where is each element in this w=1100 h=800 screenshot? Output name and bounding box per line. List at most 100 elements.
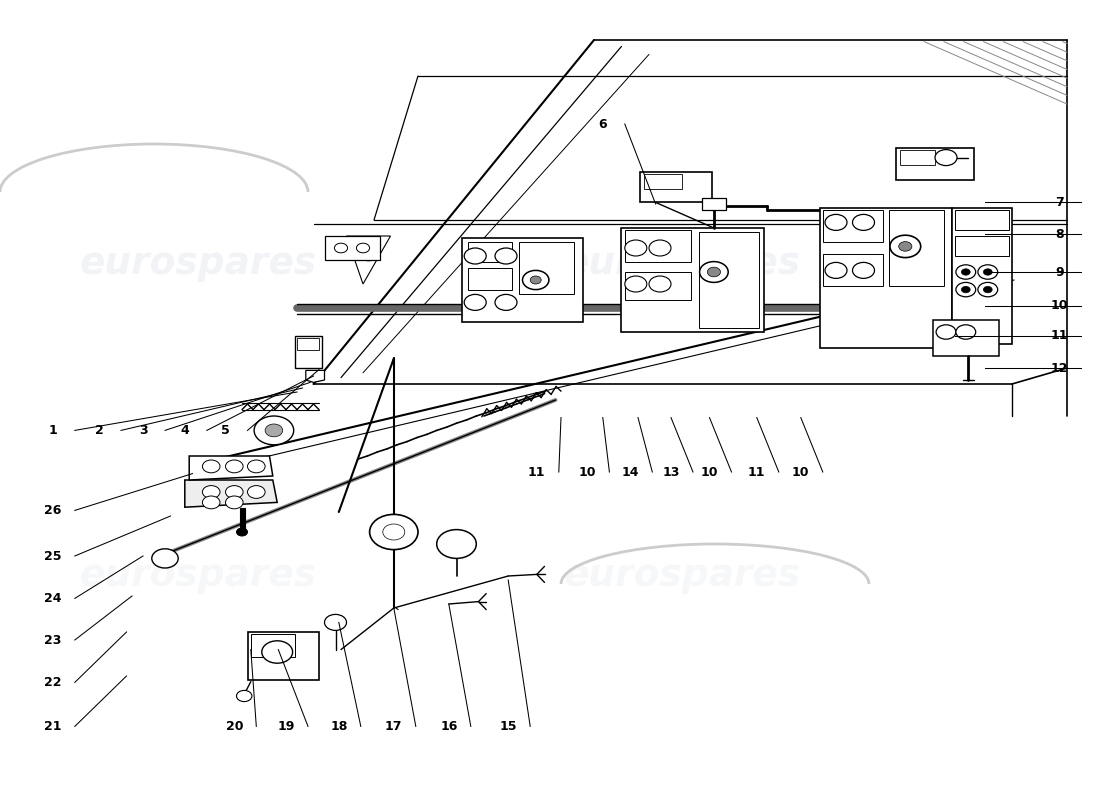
Text: 25: 25 [44,550,62,562]
Circle shape [707,267,721,277]
Text: 10: 10 [792,466,810,478]
Text: 21: 21 [44,720,62,733]
Circle shape [825,214,847,230]
Text: eurospares: eurospares [563,246,801,282]
Circle shape [370,514,418,550]
Polygon shape [346,236,390,284]
Bar [933,320,999,356]
Text: 10: 10 [701,466,718,478]
Text: 13: 13 [662,466,680,478]
Circle shape [265,424,283,437]
Circle shape [625,276,647,292]
Bar [519,242,574,294]
Text: 10: 10 [1050,299,1068,312]
Circle shape [202,486,220,498]
Bar [251,634,295,657]
Text: 6: 6 [598,118,607,130]
Circle shape [152,549,178,568]
Bar [820,208,952,348]
Circle shape [522,270,549,290]
Text: 20: 20 [226,720,243,733]
Text: 7: 7 [1055,196,1064,209]
Text: eurospares: eurospares [79,246,317,282]
Bar [702,198,726,210]
Circle shape [254,416,294,445]
Text: 18: 18 [330,720,348,733]
Circle shape [978,265,998,279]
Bar [625,272,691,300]
Circle shape [464,294,486,310]
Circle shape [360,248,377,261]
Circle shape [226,496,243,509]
Text: 11: 11 [748,466,766,478]
Bar [468,242,512,262]
Text: 11: 11 [1050,330,1068,342]
Circle shape [852,262,874,278]
Circle shape [956,265,976,279]
Circle shape [226,486,243,498]
Circle shape [956,282,976,297]
Bar [889,210,944,286]
Circle shape [936,325,956,339]
Text: 14: 14 [621,466,639,478]
Circle shape [248,460,265,473]
Circle shape [899,242,912,251]
Text: 16: 16 [440,720,458,733]
Circle shape [956,325,976,339]
Polygon shape [185,480,277,507]
Circle shape [961,269,970,275]
Circle shape [262,641,293,663]
Text: 2: 2 [95,424,103,437]
Bar [625,230,691,262]
Circle shape [464,248,486,264]
Circle shape [495,248,517,264]
Circle shape [437,530,476,558]
Circle shape [700,262,728,282]
Bar [823,254,883,286]
Circle shape [495,294,517,310]
Text: eurospares: eurospares [79,558,317,594]
Circle shape [852,214,874,230]
Text: 23: 23 [44,634,62,646]
Circle shape [625,240,647,256]
Text: 15: 15 [499,720,517,733]
Bar [900,150,935,165]
Bar [823,210,883,242]
Circle shape [248,486,265,498]
Text: 12: 12 [1050,362,1068,374]
Text: 22: 22 [44,676,62,689]
Circle shape [356,243,370,253]
Text: 24: 24 [44,592,62,605]
Bar [462,238,583,322]
Text: 5: 5 [221,424,230,437]
Bar [248,632,319,680]
Circle shape [236,690,252,702]
Circle shape [334,243,348,253]
Text: 1: 1 [48,424,57,437]
Text: 26: 26 [44,504,62,517]
Bar [324,236,380,260]
Text: eurospares: eurospares [563,558,801,594]
Circle shape [935,150,957,166]
Text: 4: 4 [180,424,189,437]
Circle shape [961,286,970,293]
Bar [295,336,322,368]
Circle shape [383,524,405,540]
Circle shape [226,460,243,473]
Bar [621,228,764,332]
Bar [240,508,245,532]
Circle shape [324,614,346,630]
Bar [698,232,759,328]
Text: 17: 17 [385,720,403,733]
Circle shape [983,286,992,293]
Circle shape [978,282,998,297]
Bar [644,174,682,189]
Bar [640,172,712,202]
Circle shape [530,276,541,284]
Bar [468,268,512,290]
Polygon shape [189,456,273,480]
Polygon shape [306,370,324,382]
Text: 19: 19 [277,720,295,733]
Circle shape [202,460,220,473]
Bar [297,338,319,350]
